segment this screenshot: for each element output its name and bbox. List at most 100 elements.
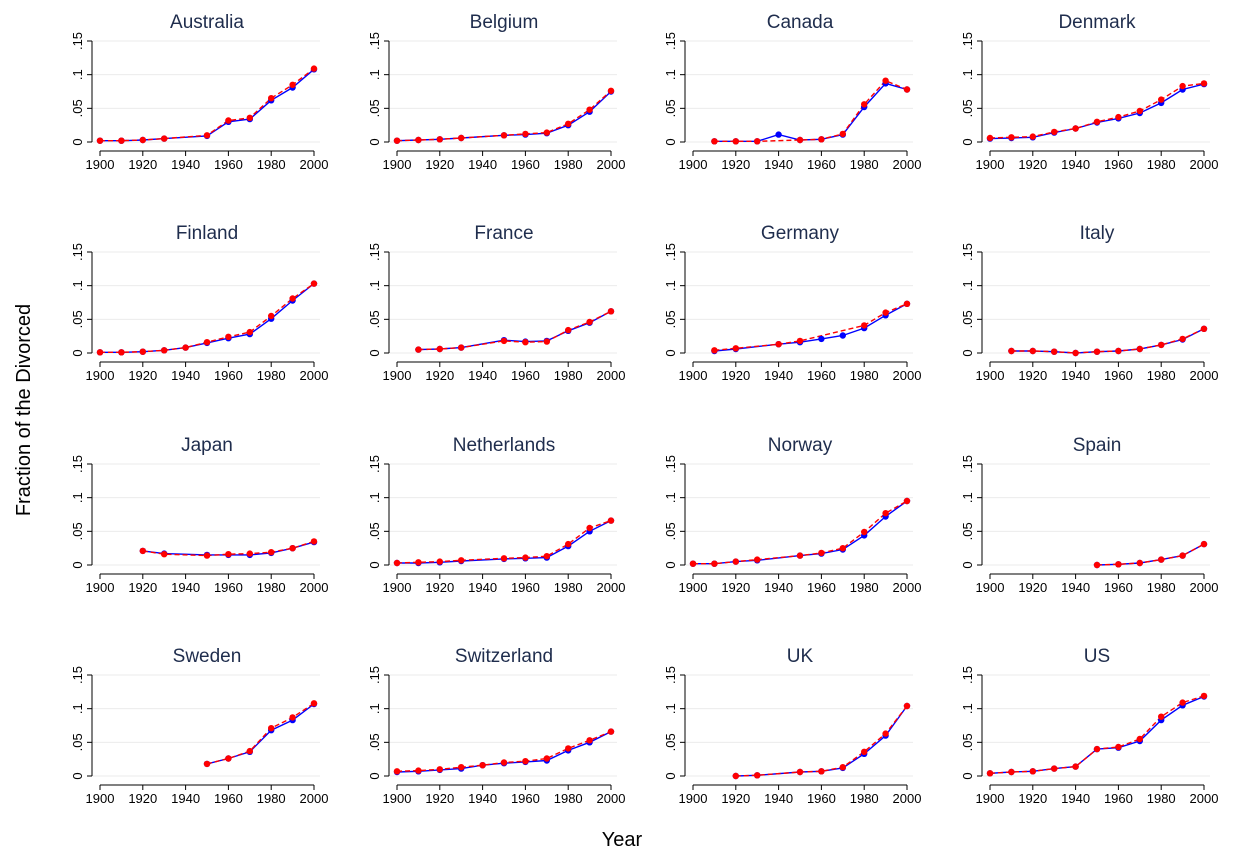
x-tick-label: 2000 — [893, 580, 922, 595]
x-tick-label: 1980 — [257, 791, 286, 806]
x-tick-label: 1920 — [1018, 157, 1047, 172]
x-tick-label: 1900 — [679, 580, 708, 595]
series-line-2 — [1011, 328, 1205, 354]
series-point-2 — [754, 556, 761, 563]
series-point-2 — [1200, 692, 1208, 700]
panel-title: Japan — [181, 435, 233, 456]
panel-norway: Norway 0 .05 .1 .15 1900 1920 1940 1960 1980 2000 — [663, 435, 921, 595]
x-tick-label: 1960 — [214, 580, 243, 595]
x-tick-label: 1960 — [214, 791, 243, 806]
series-point-2 — [1158, 96, 1165, 103]
x-tick-label: 1900 — [976, 580, 1005, 595]
panel-title: Italy — [1080, 223, 1115, 244]
y-tick-label: .05 — [960, 310, 975, 328]
x-tick-label: 2000 — [893, 791, 922, 806]
series-point-2 — [246, 550, 253, 557]
series-line-2 — [206, 702, 315, 765]
y-tick-label: 0 — [960, 349, 975, 356]
series-line-1 — [714, 303, 908, 352]
series-point-2 — [182, 344, 189, 351]
series-point-2 — [96, 349, 104, 356]
y-tick-label: .1 — [960, 492, 975, 503]
y-tick-label: .1 — [663, 280, 678, 291]
series-line-2 — [989, 695, 1205, 774]
y-axis-title: Fraction of the Divorced — [13, 304, 35, 516]
x-tick-label: 1960 — [511, 791, 540, 806]
series-point-2 — [118, 137, 125, 144]
series-line-1 — [418, 310, 612, 351]
series-point-2 — [225, 551, 232, 558]
x-tick-label: 1900 — [383, 580, 412, 595]
series-point-2 — [139, 348, 146, 355]
x-tick-label: 1940 — [764, 157, 793, 172]
series-point-2 — [607, 308, 615, 315]
series-point-2 — [818, 768, 825, 775]
y-tick-label: .1 — [70, 69, 85, 80]
x-tick-label: 1900 — [86, 791, 115, 806]
series-point-2 — [1200, 80, 1208, 87]
x-tick-label: 2000 — [597, 157, 626, 172]
series-point-2 — [268, 549, 275, 556]
y-tick-label: .1 — [960, 69, 975, 80]
x-tick-label: 1960 — [807, 157, 836, 172]
y-tick-label: .05 — [367, 310, 382, 328]
series-line-1 — [206, 703, 315, 765]
series-point-2 — [500, 337, 508, 345]
x-tick-label: 1980 — [554, 157, 583, 172]
series-point-2 — [1072, 349, 1079, 357]
panel-germany: Germany 0 .05 .1 .15 1900 1920 1940 1960 1980 2000 — [663, 223, 921, 383]
series-point-2 — [1179, 335, 1186, 343]
y-tick-label: .1 — [663, 703, 678, 714]
x-tick-label: 1960 — [1104, 580, 1133, 595]
series-point-2 — [1115, 743, 1122, 751]
panel-title: France — [474, 223, 533, 244]
x-tick-label: 1940 — [171, 580, 200, 595]
series-point-2 — [1051, 765, 1058, 772]
series-point-2 — [732, 345, 739, 352]
x-tick-label: 2000 — [300, 791, 329, 806]
y-tick-label: .15 — [960, 455, 975, 473]
series-point-1 — [839, 332, 846, 339]
series-point-2 — [268, 725, 275, 732]
series-point-2 — [1136, 559, 1144, 567]
x-tick-label: 1960 — [1104, 157, 1133, 172]
series-point-2 — [458, 764, 465, 771]
panel-title: Australia — [170, 12, 244, 33]
panel-title: US — [1084, 646, 1110, 667]
series-point-2 — [711, 138, 718, 145]
x-tick-label: 2000 — [1190, 580, 1219, 595]
x-tick-label: 1960 — [1104, 791, 1133, 806]
series-point-2 — [1072, 763, 1079, 770]
series-point-2 — [775, 341, 782, 348]
y-tick-label: 0 — [70, 138, 85, 145]
series-point-2 — [436, 136, 443, 143]
series-point-2 — [543, 755, 550, 762]
x-tick-label: 1980 — [850, 368, 879, 383]
series-point-2 — [689, 560, 697, 567]
y-tick-label: .1 — [960, 703, 975, 714]
x-tick-label: 2000 — [597, 368, 626, 383]
x-tick-label: 1920 — [128, 157, 157, 172]
series-line-2 — [396, 90, 612, 142]
x-tick-label: 1920 — [1018, 580, 1047, 595]
y-tick-label: 0 — [70, 561, 85, 568]
series-point-2 — [543, 129, 550, 136]
series-point-2 — [289, 81, 296, 89]
panel-title: Spain — [1073, 435, 1122, 456]
y-tick-label: .05 — [960, 522, 975, 540]
y-tick-label: .1 — [70, 280, 85, 291]
x-tick-label: 1980 — [554, 580, 583, 595]
x-tick-label: 1900 — [383, 368, 412, 383]
x-tick-label: 1920 — [128, 368, 157, 383]
series-point-2 — [882, 309, 889, 316]
series-line-2 — [142, 540, 315, 557]
y-tick-label: .05 — [367, 99, 382, 117]
y-tick-label: .05 — [70, 99, 85, 117]
x-tick-label: 1980 — [257, 580, 286, 595]
y-tick-label: 0 — [663, 349, 678, 356]
x-tick-label: 1920 — [721, 368, 750, 383]
series-point-2 — [522, 130, 529, 138]
series-point-2 — [415, 136, 422, 144]
series-point-2 — [1093, 561, 1101, 569]
